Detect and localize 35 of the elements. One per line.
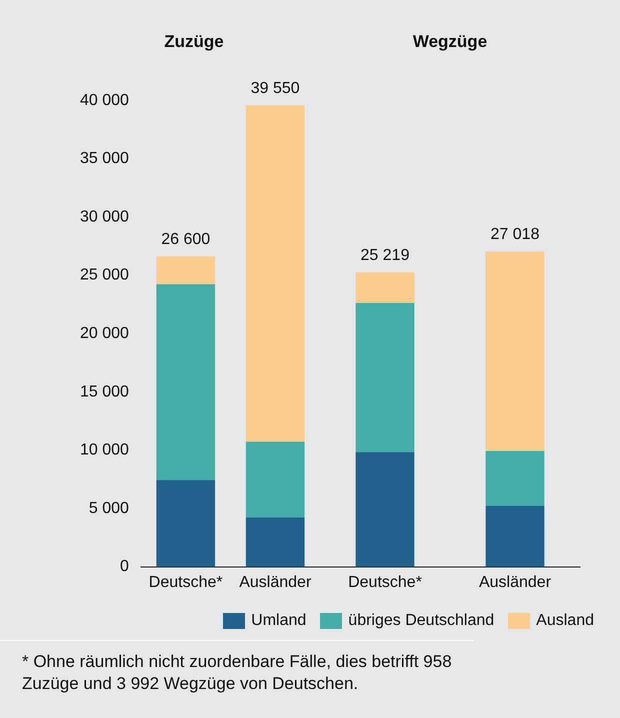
- bar: [356, 272, 414, 304]
- bar: [486, 251, 544, 452]
- text: * Ohne räumlich nicht zuordenbare Fälle, dies betrifft 958 Zuzüge und 3 992 Wegzüge von Deutschen.: [22, 651, 453, 696]
- bar: [156, 284, 216, 481]
- total-label: 27 018: [490, 226, 540, 244]
- x-tick-label: Ausländer: [478, 574, 552, 591]
- y-tick-label: 35 000: [80, 150, 130, 168]
- bar: [246, 442, 305, 518]
- bar: [486, 451, 544, 506]
- y-tick-label: 25 000: [80, 266, 130, 284]
- x-tick-label: Deutsche*: [348, 574, 422, 591]
- x-tick-label: Ausländer: [239, 574, 312, 591]
- total-label: 39 550: [250, 80, 300, 98]
- bar: [246, 105, 305, 442]
- bar: [356, 452, 414, 567]
- y-tick-label: 30 000: [80, 208, 130, 226]
- legend-label: Ausland: [536, 612, 594, 630]
- total-label: 26 600: [161, 231, 210, 248]
- chart-title: Wegzüge: [412, 32, 488, 51]
- total-label: 25 219: [360, 247, 410, 264]
- bar: [156, 256, 216, 285]
- legend-label: übriges Deutschland: [348, 612, 494, 630]
- bar: [486, 506, 544, 567]
- chart-title: Zuzüge: [164, 32, 224, 51]
- y-tick-label: 15 000: [80, 383, 130, 400]
- x-tick-label: Deutsche*: [148, 574, 223, 591]
- y-tick-label: 5 000: [88, 500, 130, 517]
- legend-label: Umland: [251, 612, 306, 630]
- bar: [246, 518, 305, 567]
- y-tick-label: 10 000: [80, 442, 130, 459]
- bar: [156, 480, 216, 567]
- y-tick-label: 40 000: [80, 92, 130, 109]
- bar: [356, 302, 414, 453]
- y-tick-label: 0: [120, 558, 130, 576]
- y-tick-label: 20 000: [80, 325, 130, 342]
